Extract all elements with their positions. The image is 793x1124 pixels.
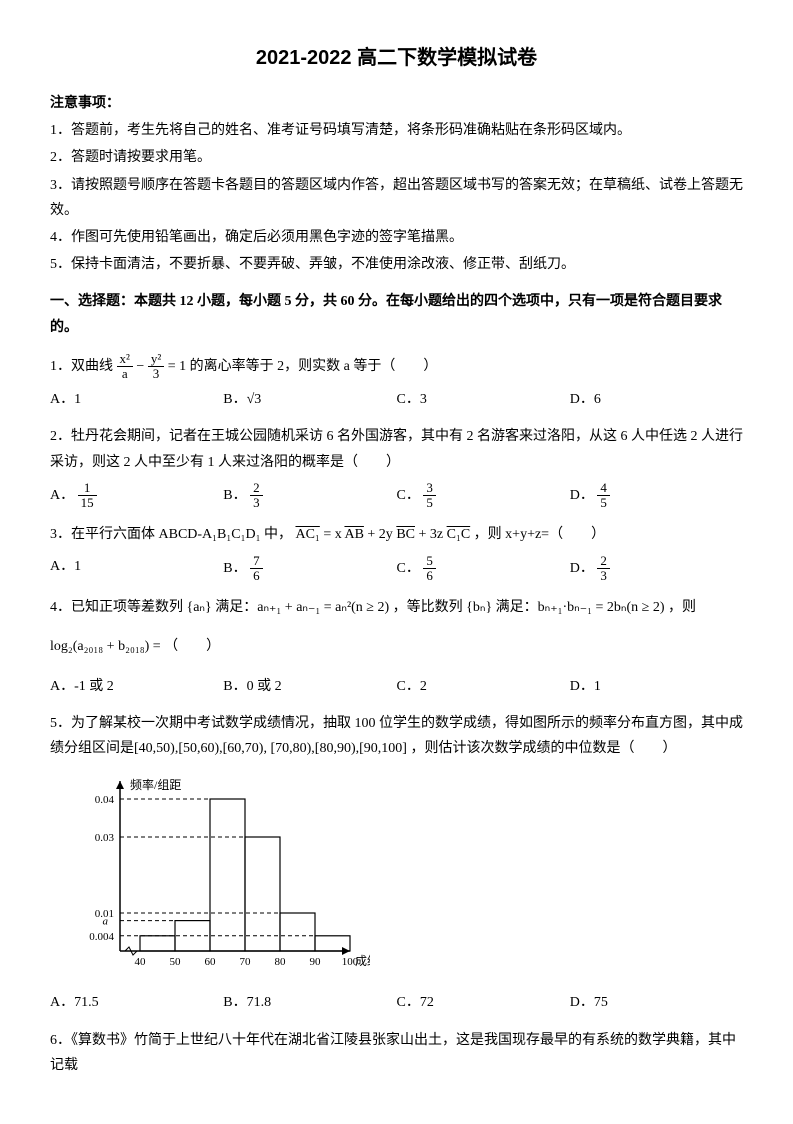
svg-text:0.04: 0.04 [95,794,115,806]
svg-text:50: 50 [170,956,182,968]
q3-eq: = x [323,527,344,542]
q4-option-d: D．1 [570,674,743,699]
q2-b-label: B． [223,488,246,503]
question-2: 2．牡丹花会期间，记者在王城公园随机采访 6 名外国游客，其中有 2 名游客来过… [50,424,743,474]
instructions-header: 注意事项： [50,91,743,116]
svg-text:频率/组距: 频率/组距 [130,777,181,792]
q3-option-c: C． 56 [397,554,570,584]
q5-option-d: D．75 [570,990,743,1015]
svg-text:80: 80 [275,956,287,968]
q4-option-b: B．0 或 2 [223,674,396,699]
q5-option-b: B．71.8 [223,990,396,1015]
q3-prefix: 3．在平行六面体 ABCD-A₁B₁C₁D₁ 中， [50,527,292,542]
q3-b-label: B． [223,561,246,576]
q1-frac1-den: a [117,367,133,381]
q1-frac2-num: y² [148,352,164,367]
instructions-block: 注意事项： 1．答题前，考生先将自己的姓名、准考证号码填写清楚，将条形码准确粘贴… [50,91,743,277]
q3-c-num: 5 [423,554,436,569]
q4-options: A．-1 或 2 B．0 或 2 C．2 D．1 [50,674,743,699]
q3-plus2: + 3z [419,527,447,542]
q3-option-d: D． 23 [570,554,743,584]
q2-a-den: 15 [78,496,97,510]
question-5: 5．为了解某校一次期中考试数学成绩情况，抽取 100 位学生的数学成绩，得如图所… [50,711,743,761]
question-4-line2: log₂(a₂₀₁₈ + b₂₀₁₈) = （ ） [50,634,743,659]
q3-d-num: 2 [597,554,610,569]
svg-text:90: 90 [310,956,322,968]
q2-option-c: C． 35 [397,481,570,511]
q3-options: A．1 B． 76 C． 56 D． 23 [50,554,743,584]
q3-d-label: D． [570,561,594,576]
q3-vec4: C₁C [447,527,471,542]
svg-text:0.01: 0.01 [95,908,114,920]
q1-frac2-den: 3 [148,367,164,381]
q3-c-label: C． [397,561,420,576]
instruction-5: 5．保持卡面清洁，不要折暴、不要弄破、弄皱，不准使用涂改液、修正带、刮纸刀。 [50,252,743,277]
q1-option-d: D．6 [570,387,743,412]
histogram-svg: a0.0040.010.030.04405060708090100频率/组距成绩… [70,771,370,971]
q5-option-a: A．71.5 [50,990,223,1015]
q2-c-num: 3 [423,481,436,496]
q2-option-b: B． 23 [223,481,396,511]
q5-option-c: C．72 [397,990,570,1015]
instruction-4: 4．作图可先使用铅笔画出，确定后必须用黑色字迹的签字笔描黑。 [50,225,743,250]
svg-text:成绩/分: 成绩/分 [355,954,370,968]
q5-options: A．71.5 B．71.8 C．72 D．75 [50,990,743,1015]
q1-option-b: B．√3 [223,387,396,412]
q1-option-c: C．3 [397,387,570,412]
q3-vec2: AB [344,527,363,542]
q3-vec3: BC [396,527,415,542]
q1-option-a: A．1 [50,387,223,412]
q1-frac2: y² 3 [148,352,164,382]
q1-options: A．1 B．√3 C．3 D．6 [50,387,743,412]
svg-text:70: 70 [240,956,252,968]
q3-suffix: ，则 x+y+z=（ ） [474,527,605,542]
q2-c-label: C． [397,488,420,503]
histogram-chart: a0.0040.010.030.04405060708090100频率/组距成绩… [70,771,743,980]
q3-plus1: + 2y [367,527,396,542]
q1-frac1-num: x² [117,352,133,367]
svg-text:60: 60 [205,956,217,968]
q3-option-b: B． 76 [223,554,396,584]
q1-suffix: = 1 的离心率等于 2，则实数 a 等于（ ） [168,359,438,374]
question-4-line1: 4．已知正项等差数列 {aₙ} 满足：aₙ₊₁ + aₙ₋₁ = aₙ²(n ≥… [50,595,743,620]
q2-b-den: 3 [250,496,263,510]
q3-b-den: 6 [250,569,263,583]
q2-d-num: 4 [597,481,610,496]
q4-option-c: C．2 [397,674,570,699]
q2-d-den: 5 [597,496,610,510]
q2-c-den: 5 [423,496,436,510]
page-title: 2021-2022 高二下数学模拟试卷 [50,40,743,76]
q2-options: A． 115 B． 23 C． 35 D． 45 [50,481,743,511]
section-1-header: 一、选择题：本题共 12 小题，每小题 5 分，共 60 分。在每小题给出的四个… [50,289,743,339]
q4-option-a: A．-1 或 2 [50,674,223,699]
q3-option-a: A．1 [50,554,223,584]
instruction-1: 1．答题前，考生先将自己的姓名、准考证号码填写清楚，将条形码准确粘贴在条形码区域… [50,118,743,143]
instruction-3: 3．请按照题号顺序在答题卡各题目的答题区域内作答，超出答题区域书写的答案无效；在… [50,173,743,223]
svg-text:0.004: 0.004 [89,931,114,943]
instruction-2: 2．答题时请按要求用笔。 [50,145,743,170]
q3-d-den: 3 [597,569,610,583]
q1-frac1: x² a [117,352,133,382]
q2-option-a: A． 115 [50,481,223,511]
question-3: 3．在平行六面体 ABCD-A₁B₁C₁D₁ 中， AC₁ = x AB + 2… [50,522,743,547]
q1-minus: − [136,359,147,374]
question-6: 6．《算数书》竹简于上世纪八十年代在湖北省江陵县张家山出土，这是我国现存最早的有… [50,1028,743,1078]
q2-a-num: 1 [78,481,97,496]
svg-text:0.03: 0.03 [95,832,115,844]
q2-d-label: D． [570,488,594,503]
q2-b-num: 2 [250,481,263,496]
question-1: 1．双曲线 x² a − y² 3 = 1 的离心率等于 2，则实数 a 等于（… [50,352,743,382]
svg-text:40: 40 [135,956,147,968]
q2-a-label: A． [50,488,74,503]
q1-prefix: 1．双曲线 [50,359,113,374]
q3-c-den: 6 [423,569,436,583]
q3-b-num: 7 [250,554,263,569]
q3-vec1: AC₁ [295,527,319,542]
q2-option-d: D． 45 [570,481,743,511]
